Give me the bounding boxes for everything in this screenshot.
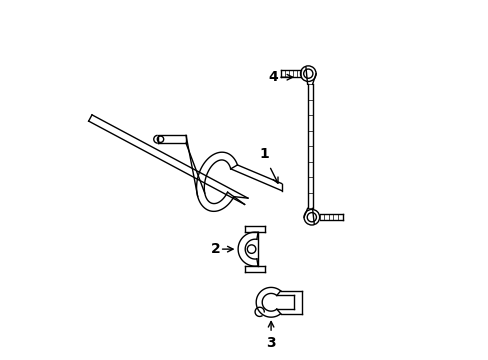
Text: 3: 3: [266, 336, 275, 350]
Text: 4: 4: [268, 70, 278, 84]
Text: 2: 2: [210, 242, 220, 256]
Text: 1: 1: [259, 147, 268, 161]
